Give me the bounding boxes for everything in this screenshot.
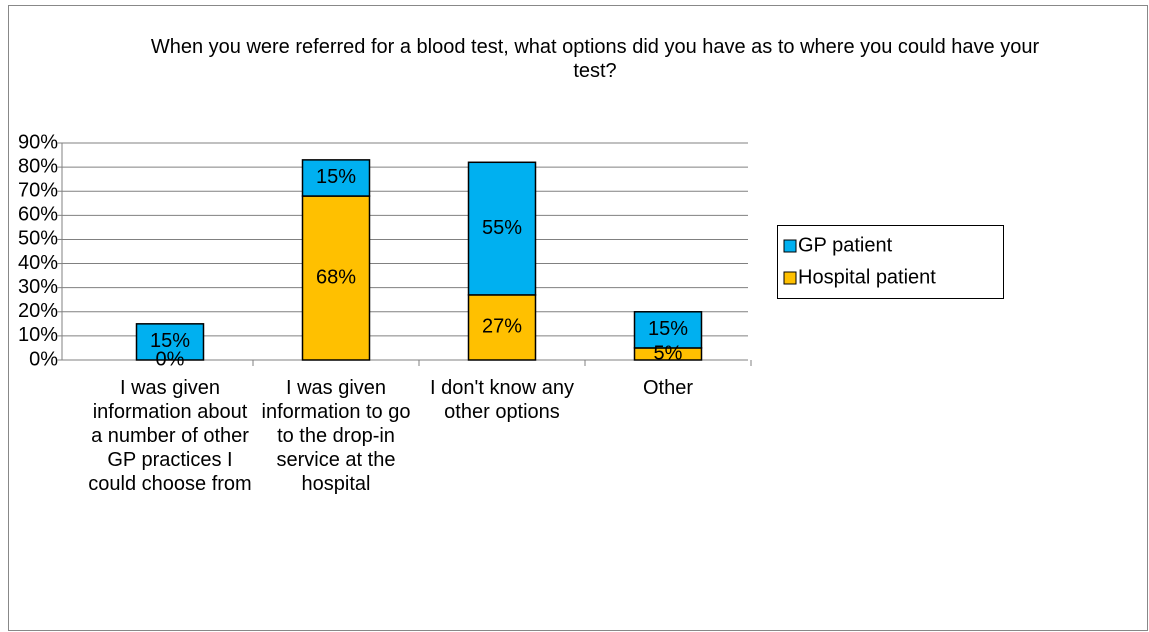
data-label: 5% <box>654 342 683 364</box>
data-label: 15% <box>316 166 356 188</box>
y-tick-label: 20% <box>18 300 58 322</box>
y-tick-label: 60% <box>18 204 58 226</box>
y-tick-label: 0% <box>29 348 58 370</box>
y-tick-label: 10% <box>18 324 58 346</box>
x-tick-label: Other <box>642 377 694 399</box>
bar-segment <box>633 311 703 349</box>
y-tick-label: 80% <box>18 155 58 177</box>
data-label: 55% <box>482 217 522 239</box>
legend-box <box>777 225 1004 299</box>
y-tick-label: 70% <box>18 180 58 202</box>
x-tick-label: I was given information about a number o… <box>88 377 252 495</box>
y-tick-label: 40% <box>18 252 58 274</box>
legend-label: GP patient <box>798 234 893 256</box>
legend-swatch <box>783 239 797 253</box>
data-label: 27% <box>482 316 522 338</box>
chart-border <box>8 5 1148 631</box>
data-label: 68% <box>316 266 356 288</box>
data-label: 0% <box>156 348 185 370</box>
bar-segment <box>467 161 537 296</box>
x-tick-label: I was given information to go to the dro… <box>261 377 411 495</box>
data-label: 15% <box>150 330 190 352</box>
bar-segment <box>135 323 205 361</box>
data-label: 15% <box>648 318 688 340</box>
legend-label: Hospital patient <box>798 266 936 288</box>
bar-segment <box>301 195 371 361</box>
y-tick-label: 50% <box>18 228 58 250</box>
chart-title: When you were referred for a blood test,… <box>150 36 1040 82</box>
bar-segment <box>467 294 537 361</box>
y-tick-label: 30% <box>18 276 58 298</box>
legend-swatch <box>783 271 797 285</box>
y-tick-label: 90% <box>18 131 58 153</box>
bar-segment <box>301 159 371 197</box>
x-tick-label: I don't know any other options <box>430 377 574 423</box>
